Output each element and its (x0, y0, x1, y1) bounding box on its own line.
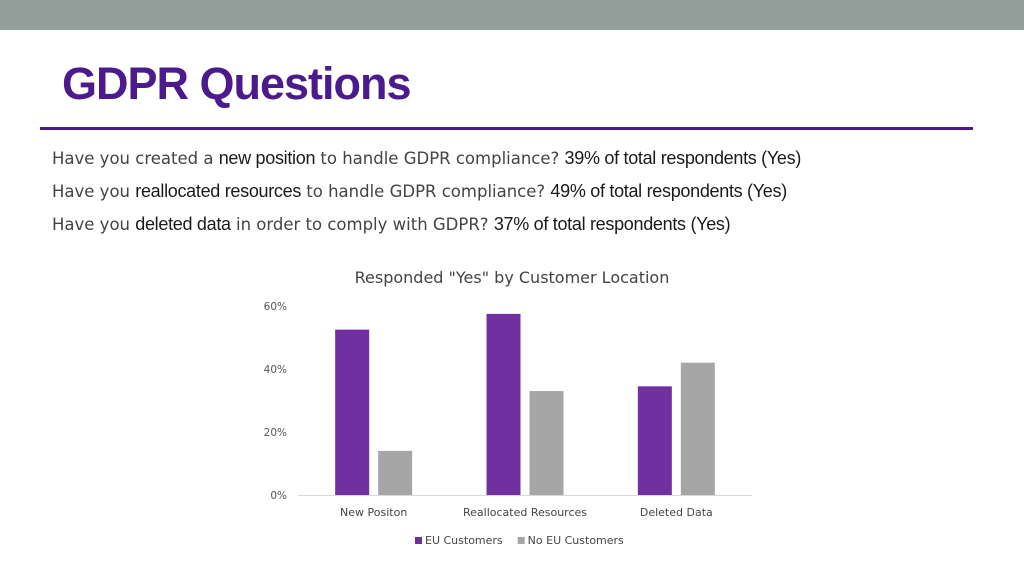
bar-eu-customers (637, 386, 672, 495)
bar-eu-customers (486, 313, 521, 495)
bar-eu-customers (335, 329, 370, 495)
bar-no-eu-customers (529, 391, 564, 495)
question-text: Have you (52, 182, 136, 201)
y-tick-label: 20% (264, 427, 287, 439)
question-text: Have you created a (52, 149, 219, 168)
x-category-label: Deleted Data (640, 506, 713, 519)
legend-label: EU Customers (425, 534, 503, 547)
question-text: to handle GDPR compliance? (301, 182, 551, 201)
question-answer: 49% of total respondents (Yes) (550, 181, 787, 201)
question-answer: 39% of total respondents (Yes) (564, 148, 802, 168)
y-tick-label: 40% (264, 364, 287, 376)
legend-swatch (517, 537, 525, 544)
y-tick-label: 60% (264, 301, 287, 313)
question-text: to handle GDPR compliance? (315, 149, 565, 168)
title-divider (40, 127, 973, 130)
bar-no-eu-customers (680, 362, 715, 495)
question-reallocated-resources: Have you reallocated resources to handle… (52, 181, 787, 202)
question-new-position: Have you created a new position to handl… (52, 148, 801, 169)
question-deleted-data: Have you deleted data in order to comply… (52, 214, 731, 235)
question-text: in order to comply with GDPR? (230, 215, 494, 234)
question-highlight: deleted data (135, 214, 231, 234)
question-highlight: reallocated resources (135, 181, 302, 201)
top-banner (0, 0, 1024, 30)
legend-swatch (415, 537, 422, 544)
slide-title: GDPR Questions (62, 58, 412, 109)
question-text: Have you (52, 215, 136, 234)
x-category-label: New Positon (340, 506, 407, 519)
x-category-label: Reallocated Resources (463, 506, 587, 519)
question-highlight: new position (218, 148, 316, 168)
bar-no-eu-customers (378, 450, 413, 495)
y-tick-label: 0% (270, 490, 287, 502)
question-answer: 37% of total respondents (Yes) (493, 214, 731, 234)
legend-label: No EU Customers (528, 534, 624, 547)
chart-title: Responded "Yes" by Customer Location (355, 268, 670, 287)
